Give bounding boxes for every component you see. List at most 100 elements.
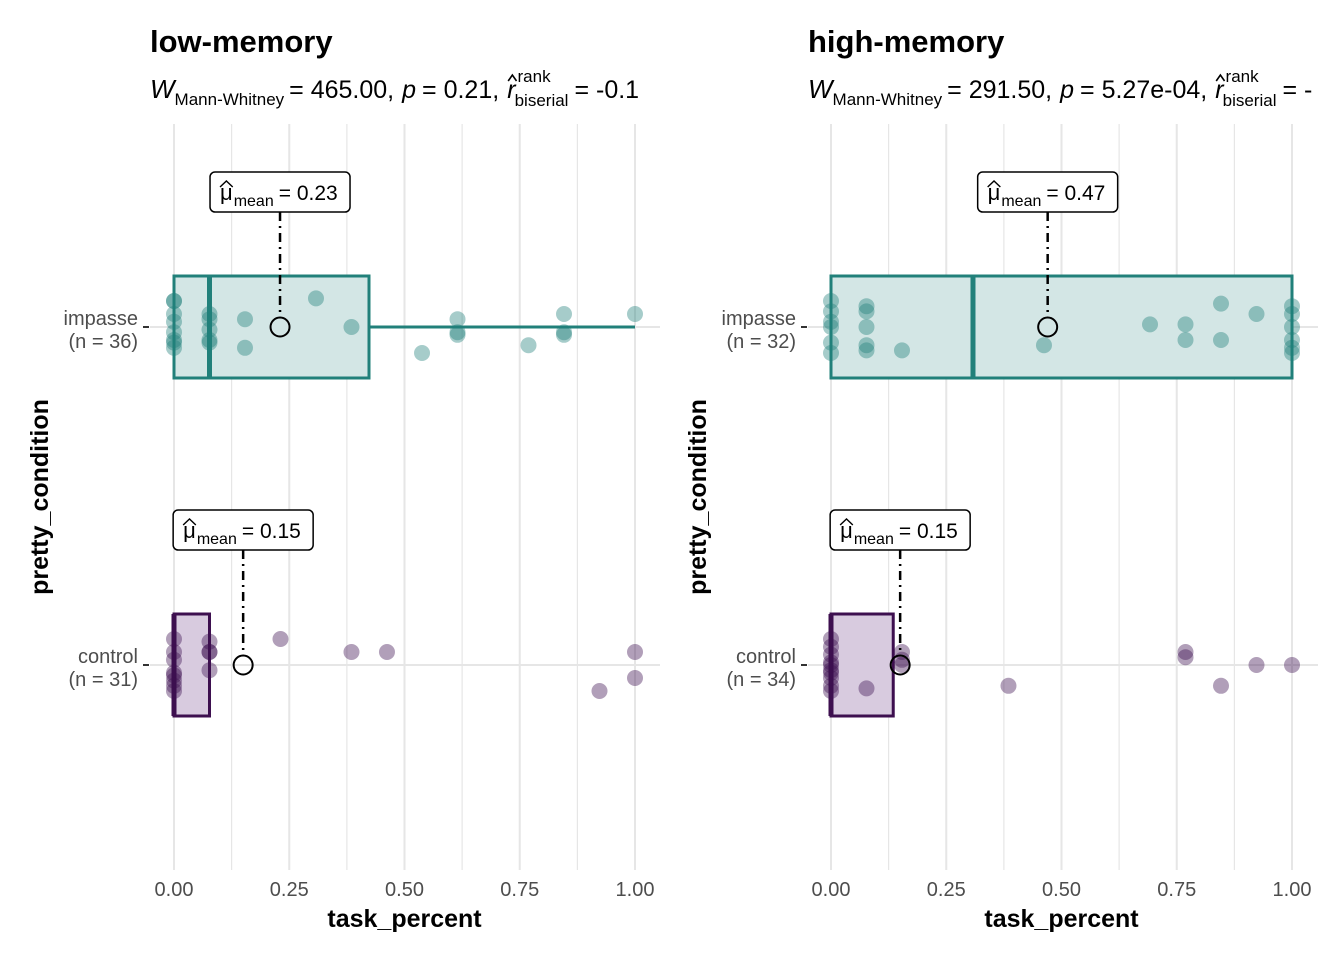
data-point bbox=[823, 670, 839, 686]
mu-symbol: μ bbox=[988, 180, 1001, 205]
data-point bbox=[307, 290, 324, 307]
x-tick-label: 0.00 bbox=[812, 879, 851, 901]
data-point bbox=[823, 664, 839, 681]
data-point bbox=[201, 662, 218, 679]
data-point bbox=[166, 293, 182, 309]
data-point bbox=[823, 638, 839, 655]
r-hat bbox=[1215, 73, 1226, 82]
data-point bbox=[823, 677, 839, 694]
data-point bbox=[166, 664, 182, 681]
y-tick-label: impasse bbox=[722, 308, 796, 330]
mean-label: μmean = 0.15 bbox=[183, 518, 301, 548]
data-point bbox=[1177, 649, 1194, 666]
w-label: W bbox=[808, 74, 835, 104]
data-point bbox=[166, 332, 182, 348]
data-point bbox=[858, 337, 875, 354]
mu-sub: mean bbox=[234, 193, 274, 210]
data-point bbox=[1177, 316, 1194, 333]
w-sub: Mann-Whitney bbox=[175, 90, 285, 109]
data-point bbox=[893, 342, 910, 359]
r-value: = -0.1 bbox=[574, 76, 639, 104]
data-point bbox=[166, 631, 182, 647]
x-tick-label: 0.75 bbox=[1157, 879, 1196, 901]
data-point bbox=[823, 683, 839, 699]
data-point bbox=[272, 631, 289, 647]
data-point bbox=[201, 644, 218, 660]
mean-value: = 0.47 bbox=[1046, 182, 1105, 205]
data-point bbox=[591, 683, 608, 699]
w-value: = 465.00, bbox=[289, 76, 394, 104]
data-point bbox=[449, 311, 466, 328]
y-axis-title: pretty_condition bbox=[684, 399, 712, 595]
x-tick-label: 0.25 bbox=[270, 879, 309, 901]
data-point bbox=[201, 321, 218, 338]
p-label: p bbox=[401, 76, 416, 104]
mean-marker bbox=[232, 654, 254, 676]
data-point bbox=[1284, 345, 1300, 361]
data-point bbox=[201, 644, 218, 660]
data-point bbox=[823, 293, 839, 309]
mean-marker bbox=[889, 654, 911, 676]
p-value: = 0.21, bbox=[422, 76, 499, 104]
stat-subtitle: WMann-Whitney = 465.00, p = 0.21, r rank biser… bbox=[150, 67, 639, 110]
mu-symbol: μ bbox=[220, 180, 233, 205]
data-point bbox=[858, 342, 875, 359]
x-tick-label: 1.00 bbox=[1273, 879, 1312, 901]
y-tick-label: control bbox=[78, 646, 138, 668]
r-sub: biserial bbox=[1223, 91, 1277, 110]
mean-value: = 0.23 bbox=[279, 182, 338, 205]
y-axis-title: pretty_condition bbox=[26, 399, 54, 595]
data-point bbox=[1248, 657, 1265, 673]
mean-marker bbox=[269, 316, 291, 338]
data-point bbox=[1284, 298, 1300, 315]
y-tick-label: impasse bbox=[64, 308, 138, 330]
mean-marker bbox=[1037, 316, 1059, 338]
x-tick-label: 0.50 bbox=[385, 879, 424, 901]
data-point bbox=[858, 303, 875, 320]
data-point bbox=[858, 298, 875, 315]
stat-subtitle: WMann-Whitney = 291.50, p = 5.27e-04, r rank b… bbox=[808, 67, 1312, 110]
r-label: r bbox=[507, 76, 517, 104]
panel-high-memory: high-memory WMann-Whitney = 291.50, p = 5.27… bbox=[684, 24, 1318, 933]
x-tick-label: 0.75 bbox=[500, 879, 539, 901]
data-point bbox=[1213, 332, 1230, 348]
data-point bbox=[556, 306, 573, 322]
mu-sub: mean bbox=[197, 531, 237, 548]
data-point bbox=[201, 306, 218, 322]
r-label: r bbox=[1215, 76, 1225, 104]
mu-symbol: μ bbox=[183, 518, 196, 543]
data-point bbox=[201, 633, 218, 650]
data-point bbox=[627, 670, 643, 686]
data-point bbox=[520, 337, 537, 354]
data-point bbox=[166, 313, 182, 330]
data-point bbox=[823, 313, 839, 330]
y-tick-label: (n = 36) bbox=[69, 331, 138, 353]
x-tick-label: 1.00 bbox=[616, 879, 655, 901]
box-impasse bbox=[829, 274, 1294, 380]
r-sup: rank bbox=[1226, 67, 1260, 86]
data-point bbox=[166, 683, 182, 699]
mean-label: μmean = 0.15 bbox=[840, 518, 958, 548]
data-point bbox=[823, 654, 839, 671]
data-point bbox=[166, 293, 182, 309]
mu-hat bbox=[182, 518, 197, 526]
x-tick-label: 0.00 bbox=[155, 879, 194, 901]
data-point bbox=[1284, 319, 1300, 335]
data-point bbox=[1284, 306, 1300, 322]
data-point bbox=[166, 651, 182, 668]
mean-label-box bbox=[209, 171, 351, 213]
mu-hat bbox=[987, 180, 1001, 188]
data-point bbox=[166, 339, 182, 356]
box-control bbox=[829, 612, 895, 718]
data-point bbox=[201, 334, 218, 351]
mu-hat bbox=[839, 518, 854, 526]
data-point bbox=[1000, 677, 1017, 694]
mean-label-box bbox=[976, 171, 1119, 213]
data-point bbox=[823, 345, 839, 361]
data-point bbox=[823, 334, 839, 351]
r-sup: rank bbox=[518, 67, 552, 86]
data-point bbox=[556, 326, 573, 343]
data-point bbox=[823, 646, 839, 663]
y-tick-label: (n = 34) bbox=[727, 669, 796, 691]
data-point bbox=[823, 631, 839, 647]
